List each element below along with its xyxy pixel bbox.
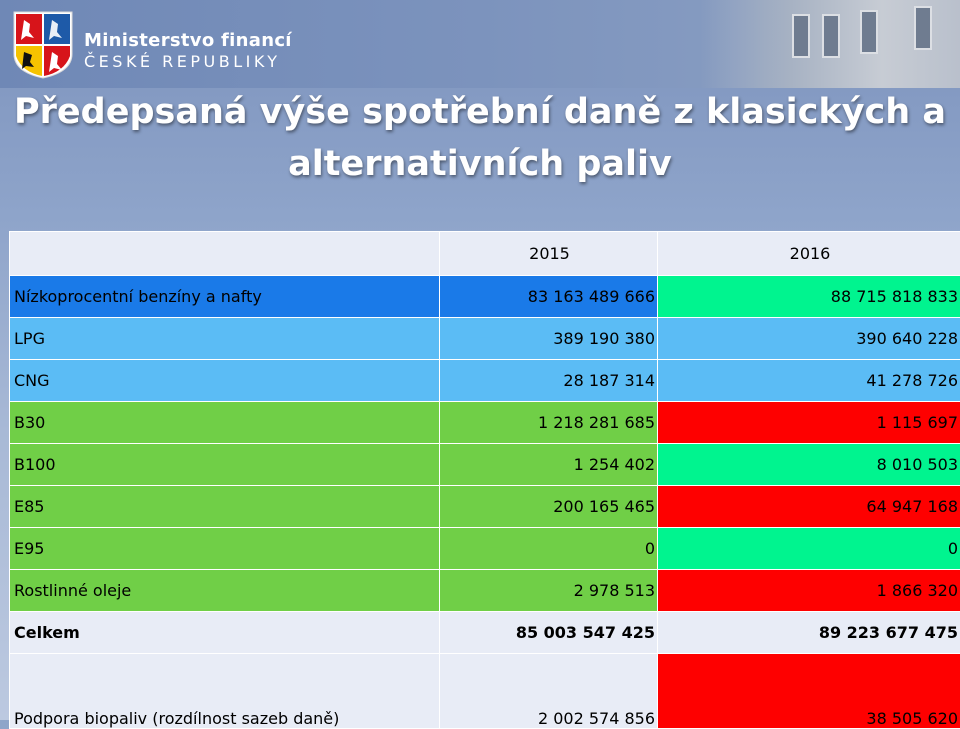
- value-2016: 390 640 228: [658, 318, 960, 360]
- table-row: Rostlinné oleje 2 978 513 1 866 320: [10, 570, 960, 612]
- row-label: CNG: [10, 360, 440, 402]
- building-window: [860, 10, 878, 54]
- row-label: Nízkoprocentní benzíny a nafty: [10, 276, 440, 318]
- value-2016: 0: [658, 528, 960, 570]
- ministry-name: Ministerstvo financí ČESKÉ REPUBLIKY: [84, 30, 292, 71]
- header-cell-2015: 2015: [440, 232, 658, 276]
- table-row: E85 200 165 465 64 947 168: [10, 486, 960, 528]
- building-photo: [700, 0, 960, 88]
- building-window: [914, 6, 932, 50]
- value-2015: 28 187 314: [440, 360, 658, 402]
- table-row: E95 0 0: [10, 528, 960, 570]
- table-row: LPG 389 190 380 390 640 228: [10, 318, 960, 360]
- biofuel-support-row: Podpora biopaliv (rozdílnost sazeb daně)…: [10, 654, 960, 729]
- value-2015: 1 254 402: [440, 444, 658, 486]
- value-2016: 1 866 320: [658, 570, 960, 612]
- value-2015: 85 003 547 425: [440, 612, 658, 654]
- value-2015: 1 218 281 685: [440, 402, 658, 444]
- table-row: B100 1 254 402 8 010 503: [10, 444, 960, 486]
- excise-tax-table: 2015 2016 Nízkoprocentní benzíny a nafty…: [9, 231, 960, 729]
- row-label: Rostlinné oleje: [10, 570, 440, 612]
- table-header-row: 2015 2016: [10, 232, 960, 276]
- value-2016: 1 115 697: [658, 402, 960, 444]
- header-cell-2016: 2016: [658, 232, 960, 276]
- value-2015: 83 163 489 666: [440, 276, 658, 318]
- value-2016: 8 010 503: [658, 444, 960, 486]
- row-label: B100: [10, 444, 440, 486]
- value-2015: 0: [440, 528, 658, 570]
- value-2015: 389 190 380: [440, 318, 658, 360]
- coat-of-arms-logo: [12, 10, 74, 80]
- building-window: [792, 14, 810, 58]
- row-label: Podpora biopaliv (rozdílnost sazeb daně): [10, 654, 440, 729]
- value-2015: 200 165 465: [440, 486, 658, 528]
- value-2016: 41 278 726: [658, 360, 960, 402]
- slide-title: Předepsaná výše spotřební daně z klasick…: [0, 86, 960, 190]
- row-label: Celkem: [10, 612, 440, 654]
- row-label: E85: [10, 486, 440, 528]
- row-label: E95: [10, 528, 440, 570]
- row-label: LPG: [10, 318, 440, 360]
- table-row: CNG 28 187 314 41 278 726: [10, 360, 960, 402]
- title-line2: alternativních paliv: [0, 138, 960, 190]
- value-2016: 88 715 818 833: [658, 276, 960, 318]
- header-cell-empty: [10, 232, 440, 276]
- value-2015: 2 002 574 856: [440, 654, 658, 729]
- row-label: B30: [10, 402, 440, 444]
- value-2016: 89 223 677 475: [658, 612, 960, 654]
- value-2016: 38 505 620: [658, 654, 960, 729]
- ministry-line1: Ministerstvo financí: [84, 30, 292, 51]
- table-row: B30 1 218 281 685 1 115 697: [10, 402, 960, 444]
- title-line1: Předepsaná výše spotřební daně z klasick…: [0, 86, 960, 138]
- value-2015: 2 978 513: [440, 570, 658, 612]
- total-row: Celkem 85 003 547 425 89 223 677 475: [10, 612, 960, 654]
- building-window: [822, 14, 840, 58]
- ministry-line2: ČESKÉ REPUBLIKY: [84, 52, 292, 71]
- table-row: Nízkoprocentní benzíny a nafty 83 163 48…: [10, 276, 960, 318]
- value-2016: 64 947 168: [658, 486, 960, 528]
